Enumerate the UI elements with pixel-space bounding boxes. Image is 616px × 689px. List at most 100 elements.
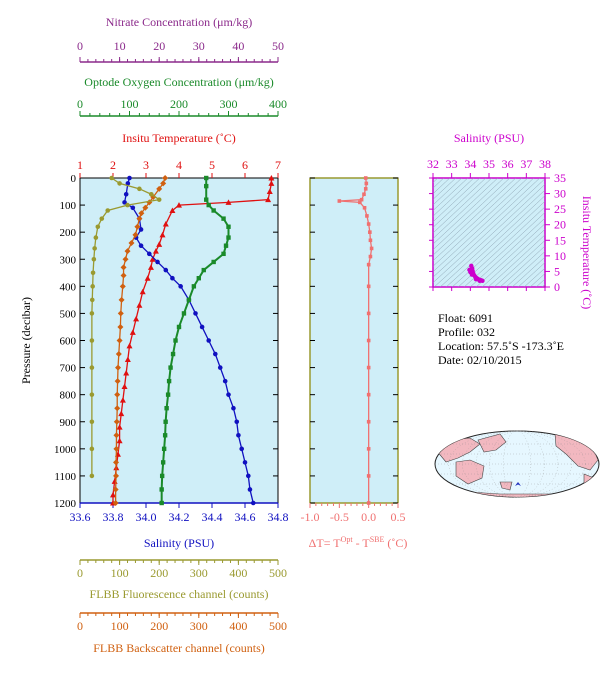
pressure-tick-label: 1200 bbox=[54, 498, 77, 510]
ts-point bbox=[473, 277, 479, 282]
isopycnal-line bbox=[511, 256, 545, 287]
salinity-point bbox=[130, 205, 136, 211]
fluorescence-point bbox=[89, 365, 95, 370]
temperature-point bbox=[176, 202, 182, 208]
backscatter-point bbox=[122, 256, 129, 263]
nitrate-tick-label: 40 bbox=[232, 39, 244, 53]
oxygen-tick-label: 300 bbox=[220, 97, 238, 111]
backscatter-point bbox=[128, 240, 135, 246]
backscatter-point bbox=[117, 310, 124, 317]
fluorescence-tick-label: 200 bbox=[150, 566, 168, 580]
delta-point bbox=[366, 392, 371, 397]
salinity-point bbox=[123, 191, 129, 197]
backscatter-tick-label: 500 bbox=[269, 619, 287, 633]
fluorescence-point bbox=[89, 419, 95, 425]
delta-point bbox=[366, 365, 371, 370]
delta-series bbox=[337, 176, 374, 505]
fluorescence-point bbox=[156, 197, 162, 202]
temperature-point bbox=[147, 264, 154, 270]
ts-isopycnals bbox=[433, 178, 545, 287]
salinity-point bbox=[242, 460, 248, 465]
main-profile-panel: 0100200300400500600700800900100011001200… bbox=[19, 15, 289, 655]
temperature-point bbox=[126, 342, 133, 349]
oxygen-point bbox=[164, 406, 169, 411]
oxygen-tick-label: 400 bbox=[269, 97, 287, 111]
ts-y-tick-label: 15 bbox=[554, 233, 566, 247]
oxygen-point bbox=[186, 297, 192, 303]
backscatter-point bbox=[156, 185, 163, 192]
fluorescence-tick-label: 100 bbox=[111, 566, 129, 580]
fluorescence-point bbox=[137, 186, 142, 192]
ts-x-tick-label: 32 bbox=[427, 157, 439, 171]
delta-axis-title-part: Opt bbox=[341, 535, 354, 544]
isopycnal-line bbox=[439, 189, 545, 287]
isopycnal-line bbox=[433, 184, 545, 287]
ts-y-tick-label: 30 bbox=[554, 187, 566, 201]
backscatter-point bbox=[113, 432, 120, 439]
oxygen-point bbox=[173, 338, 178, 343]
fluorescence-tick-label: 300 bbox=[190, 566, 208, 580]
temperature-point bbox=[169, 207, 176, 213]
temperature-point bbox=[124, 356, 131, 362]
pressure-axis-label: Pressure (decibar) bbox=[19, 297, 33, 384]
isopycnal-line bbox=[505, 251, 545, 287]
profile-number: Profile: 032 bbox=[438, 325, 495, 339]
delta-plot-area bbox=[309, 177, 399, 504]
salinity-point bbox=[138, 243, 144, 249]
backscatter-point bbox=[113, 472, 120, 479]
temperature-point bbox=[265, 196, 272, 203]
ts-x-tick-label: 35 bbox=[483, 157, 495, 171]
oxygen-point bbox=[191, 284, 197, 289]
fluorescence-point bbox=[89, 473, 95, 479]
delta-point bbox=[366, 447, 371, 451]
ts-x-tick-label: 37 bbox=[520, 157, 532, 171]
delta-point bbox=[364, 181, 369, 186]
ts-y-tick-label: 25 bbox=[554, 202, 566, 216]
backscatter-point bbox=[114, 391, 121, 398]
temperature-point bbox=[266, 188, 273, 195]
ts-y-tick-label: 35 bbox=[554, 171, 566, 185]
isopycnal-line bbox=[433, 178, 457, 200]
pressure-tick-label: 400 bbox=[60, 281, 77, 293]
fluorescence-tick-label: 0 bbox=[77, 566, 83, 580]
backscatter-point bbox=[120, 264, 127, 271]
backscatter-axis-title: FLBB Backscatter channel (counts) bbox=[93, 641, 265, 655]
isopycnal-line bbox=[433, 178, 487, 228]
salinity-point bbox=[125, 181, 131, 186]
pressure-tick-label: 600 bbox=[60, 336, 77, 348]
oxygen-point bbox=[161, 446, 167, 452]
salinity-tick-label: 34.4 bbox=[202, 510, 223, 524]
salinity-point bbox=[236, 432, 241, 438]
isopycnal-line bbox=[433, 178, 469, 211]
temperature-point bbox=[119, 397, 126, 403]
isopycnal-line bbox=[433, 178, 511, 250]
fluorescence-point bbox=[93, 235, 99, 240]
fluorescence-point bbox=[89, 311, 95, 316]
ts-x-tick-label: 38 bbox=[539, 157, 551, 171]
backscatter-point bbox=[115, 351, 122, 358]
globe-meridian bbox=[489, 430, 545, 498]
salinity-point bbox=[127, 175, 132, 181]
isopycnal-line bbox=[463, 212, 545, 287]
ts-point bbox=[477, 278, 482, 283]
fluorescence-point bbox=[92, 246, 97, 251]
temperature-point bbox=[162, 221, 169, 227]
pressure-tick-label: 200 bbox=[60, 227, 77, 239]
oxygen-tick-label: 0 bbox=[77, 97, 83, 111]
isopycnal-line bbox=[445, 195, 545, 287]
delta-point bbox=[358, 200, 362, 205]
salinity-point bbox=[250, 500, 256, 506]
temperature-point bbox=[123, 370, 130, 376]
delta-point bbox=[369, 246, 374, 251]
backscatter-point bbox=[114, 378, 121, 385]
delta-point bbox=[363, 176, 368, 180]
salinity-tick-label: 33.8 bbox=[103, 510, 124, 524]
float-id: Float: 6091 bbox=[438, 311, 493, 325]
salinity-point bbox=[170, 275, 175, 281]
pressure-tick-label: 100 bbox=[60, 200, 77, 212]
delta-point bbox=[368, 254, 373, 259]
oxygen-point bbox=[211, 259, 216, 265]
salinity-point bbox=[226, 392, 231, 397]
land-mass bbox=[499, 481, 513, 491]
temperature-point bbox=[149, 256, 156, 262]
